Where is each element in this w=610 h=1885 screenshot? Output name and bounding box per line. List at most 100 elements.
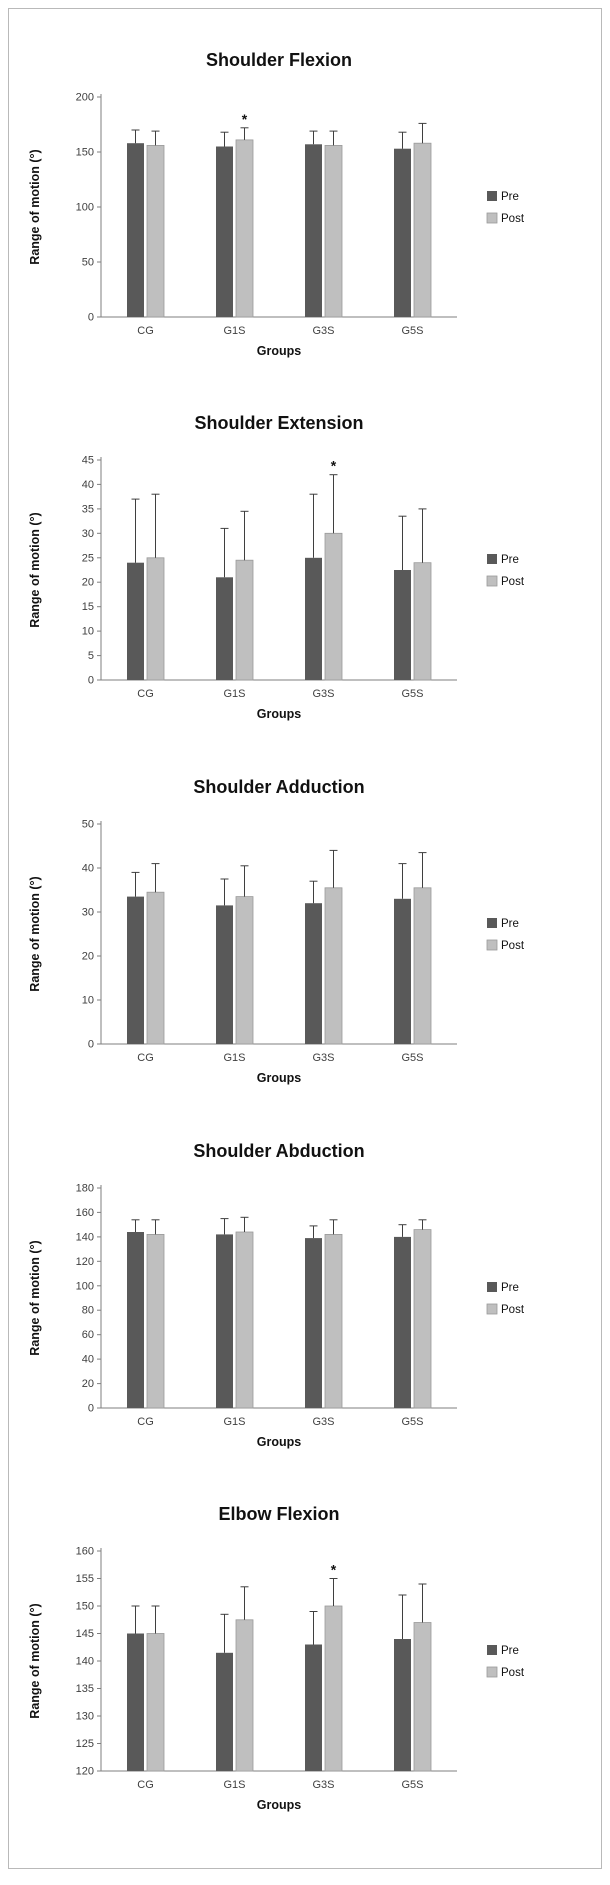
y-tick-label: 150 <box>76 146 94 158</box>
y-tick-label: 180 <box>76 1182 94 1194</box>
bar-G3S-pre <box>305 1237 322 1408</box>
bar-CG-pre <box>127 142 144 317</box>
bar-G3S-post <box>324 887 343 1045</box>
bar-G5S-pre <box>394 148 411 317</box>
legend-swatch-post <box>486 1666 498 1678</box>
x-category-label: CG <box>137 1416 154 1428</box>
y-tick-label: 10 <box>82 994 94 1006</box>
bar-G1S-pre <box>216 1653 233 1772</box>
chart-canvas: 120 125 130 135 140 145 150 155 160 CG G1S * G3S G5S G… <box>25 1531 585 1827</box>
bar-G5S-post <box>413 1622 432 1772</box>
chart-shoulder-adduction: Shoulder Adduction 0 10 20 30 40 50 CG G1S G3S G5… <box>25 777 585 1100</box>
bar-CG-pre <box>127 563 144 681</box>
y-tick-label: 30 <box>82 906 94 918</box>
x-category-label: G5S <box>401 688 423 700</box>
legend-label-post: Post <box>501 213 525 225</box>
y-tick-label: 155 <box>76 1573 94 1585</box>
x-category-label: G3S <box>312 1052 334 1064</box>
legend-swatch-pre <box>487 1281 497 1292</box>
chart-svg: 0 5 10 15 20 25 30 35 40 45 CG G1S * G3S G5S Groups Rang… <box>28 455 525 722</box>
chart-canvas: 0 50 100 150 200 CG * G1S G3S G5S Groups Range of m… <box>25 77 585 373</box>
legend-swatch-post <box>486 212 498 224</box>
bar-CG-pre <box>127 896 144 1044</box>
bar-G3S-post <box>324 144 343 318</box>
y-tick-label: 150 <box>76 1601 94 1613</box>
x-axis-title: Groups <box>257 344 301 358</box>
y-tick-label: 25 <box>82 553 94 565</box>
chart-canvas: 0 5 10 15 20 25 30 35 40 45 CG G1S * G3S G5S Groups Rang… <box>25 440 585 736</box>
significance-star: * <box>331 458 337 474</box>
bar-CG-post <box>146 1233 165 1409</box>
y-tick-label: 45 <box>82 455 94 467</box>
chart-elbow-flexion: Elbow Flexion 120 125 130 135 140 145 150 155 16… <box>25 1504 585 1827</box>
bar-G5S-pre <box>394 1236 411 1408</box>
y-tick-label: 135 <box>76 1683 94 1695</box>
legend-label-post: Post <box>501 1304 525 1316</box>
chart-shoulder-extension: Shoulder Extension 0 5 10 15 20 25 30 35 40 45 CG G… <box>25 413 585 736</box>
bar-CG-pre <box>127 1633 144 1772</box>
y-tick-label: 40 <box>82 862 94 874</box>
bar-G1S-post <box>235 139 254 318</box>
bar-G5S-post <box>413 562 432 681</box>
bar-G1S-post <box>235 1619 254 1772</box>
bar-G3S-pre <box>305 143 322 317</box>
y-tick-label: 50 <box>82 256 94 268</box>
y-tick-label: 20 <box>82 1378 94 1390</box>
y-tick-label: 0 <box>88 1038 94 1050</box>
x-axis-title: Groups <box>257 1071 301 1085</box>
x-category-label: G3S <box>312 325 334 337</box>
legend-label-post: Post <box>501 940 525 952</box>
chart-title: Shoulder Abduction <box>193 1140 365 1161</box>
bar-G1S-post <box>235 1231 254 1409</box>
y-tick-label: 100 <box>76 1280 94 1292</box>
x-category-label: CG <box>137 1052 154 1064</box>
legend-swatch-post <box>486 939 498 951</box>
page-frame: Shoulder Flexion 0 50 100 150 200 CG * G1S G3S G5… <box>8 8 602 1869</box>
chart-svg: 0 20 40 60 80 100 120 140 160 180 CG G1S G3S G5S Group… <box>28 1182 525 1449</box>
legend-swatch-pre <box>487 917 497 928</box>
x-category-label: G5S <box>401 1416 423 1428</box>
bar-G5S-post <box>413 142 432 318</box>
x-category-label: G5S <box>401 1052 423 1064</box>
y-tick-label: 120 <box>76 1766 94 1778</box>
bar-G1S-post <box>235 896 254 1045</box>
legend-label-post: Post <box>501 1667 525 1679</box>
x-category-label: G5S <box>401 1779 423 1791</box>
y-tick-label: 0 <box>88 311 94 323</box>
legend-label-post: Post <box>501 576 525 588</box>
x-axis-title: Groups <box>257 1798 301 1812</box>
legend-label-pre: Pre <box>501 554 519 566</box>
y-tick-label: 130 <box>76 1711 94 1723</box>
chart-svg: 0 50 100 150 200 CG * G1S G3S G5S Groups Range of m… <box>28 91 525 358</box>
x-axis-title: Groups <box>257 1435 301 1449</box>
y-tick-label: 15 <box>82 602 94 614</box>
significance-star: * <box>331 1562 337 1578</box>
y-tick-label: 80 <box>82 1304 94 1316</box>
bar-G3S-post <box>324 1233 343 1409</box>
x-category-label: G1S <box>223 1052 245 1064</box>
y-tick-label: 140 <box>76 1656 94 1668</box>
x-category-label: G3S <box>312 1416 334 1428</box>
chart-shoulder-abduction: Shoulder Abduction 0 20 40 60 80 100 120 140 160… <box>25 1141 585 1464</box>
y-tick-label: 30 <box>82 528 94 540</box>
y-tick-label: 20 <box>82 577 94 589</box>
y-tick-label: 10 <box>82 626 94 638</box>
significance-star: * <box>242 110 248 126</box>
chart-canvas: 0 10 20 30 40 50 CG G1S G3S G5S Groups Range of mot… <box>25 804 585 1100</box>
legend-label-pre: Pre <box>501 918 519 930</box>
y-tick-label: 200 <box>76 91 94 103</box>
legend-swatch-post <box>486 1303 498 1315</box>
x-category-label: G3S <box>312 688 334 700</box>
y-axis-title: Range of motion (°) <box>28 513 42 628</box>
legend-swatch-post <box>486 575 498 587</box>
bar-G1S-pre <box>216 146 233 317</box>
chart-shoulder-flexion: Shoulder Flexion 0 50 100 150 200 CG * G1S G3S G5… <box>25 50 585 373</box>
chart-svg: 0 10 20 30 40 50 CG G1S G3S G5S Groups Range of mot… <box>28 818 525 1085</box>
bar-CG-post <box>146 1633 165 1772</box>
y-tick-label: 40 <box>82 1353 94 1365</box>
y-tick-label: 60 <box>82 1329 94 1341</box>
legend-label-pre: Pre <box>501 191 519 203</box>
y-tick-label: 160 <box>76 1546 94 1558</box>
x-category-label: G1S <box>223 1416 245 1428</box>
y-tick-label: 0 <box>88 675 94 687</box>
